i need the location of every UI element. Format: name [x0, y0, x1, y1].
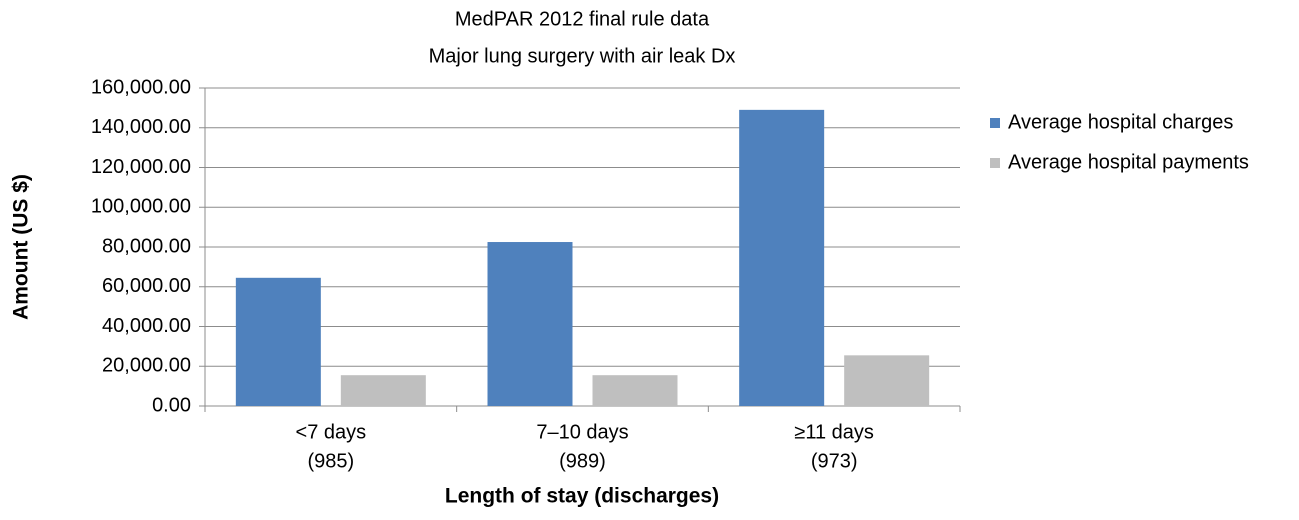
bar: [592, 375, 678, 406]
y-tick-label: 100,000.00: [91, 196, 191, 218]
bar: [235, 277, 321, 406]
legend-swatch: [990, 118, 1000, 128]
x-tick-label: (973): [811, 450, 858, 472]
x-tick-label: ≥11 days: [794, 421, 874, 443]
bar: [340, 375, 426, 406]
y-tick-label: 40,000.00: [102, 315, 191, 337]
chart-title: MedPAR 2012 final rule data: [455, 8, 710, 30]
y-tick-label: 120,000.00: [91, 156, 191, 178]
chart-subtitle: Major lung surgery with air leak Dx: [429, 45, 736, 67]
x-tick-label: (989): [559, 450, 606, 472]
legend-label: Average hospital payments: [1008, 151, 1249, 173]
bar: [739, 109, 825, 407]
legend-swatch: [990, 158, 1000, 168]
x-axis-title: Length of stay (discharges): [445, 485, 719, 508]
y-tick-label: 60,000.00: [102, 275, 191, 297]
y-tick-label: 140,000.00: [91, 116, 191, 138]
y-axis-title: Amount (US $): [10, 174, 33, 320]
y-tick-label: 20,000.00: [102, 355, 191, 377]
y-tick-label: 160,000.00: [91, 76, 191, 98]
bar: [844, 355, 930, 406]
y-tick-label: 0.00: [152, 394, 191, 416]
x-tick-label: <7 days: [296, 421, 367, 443]
legend-label: Average hospital charges: [1008, 111, 1233, 133]
y-tick-label: 80,000.00: [102, 235, 191, 257]
x-tick-label: 7–10 days: [536, 421, 628, 443]
bar: [487, 242, 573, 406]
x-tick-label: (985): [307, 450, 354, 472]
